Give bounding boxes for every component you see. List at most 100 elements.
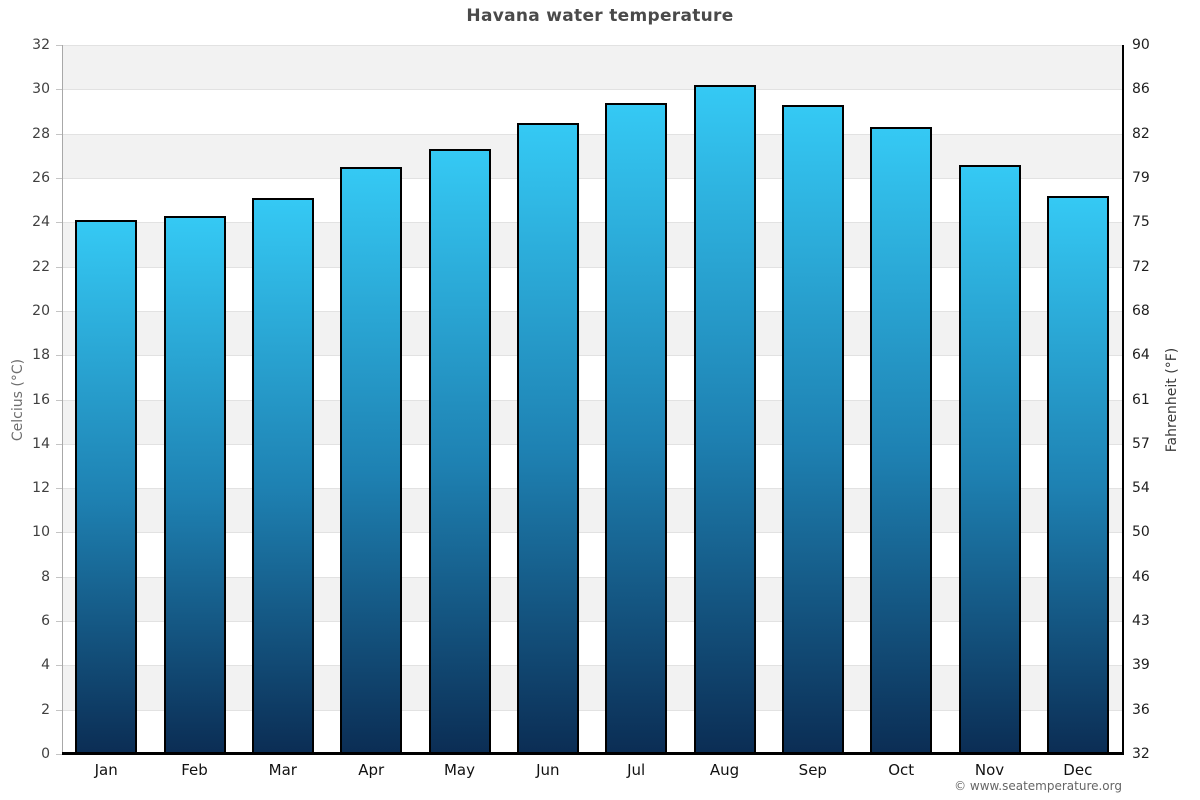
left-tick-label: 10 xyxy=(32,524,50,541)
band xyxy=(62,576,1122,622)
left-tick-label: 8 xyxy=(41,568,50,585)
left-tick-label: 2 xyxy=(41,701,50,718)
x-tick-label-mar: Mar xyxy=(268,761,297,779)
right-tick-label: 61 xyxy=(1132,391,1150,408)
left-tick-label: 22 xyxy=(32,258,50,275)
bar-sep[interactable] xyxy=(781,104,844,754)
bar-apr[interactable] xyxy=(340,166,403,754)
plot-area xyxy=(62,45,1122,754)
left-tick xyxy=(56,222,62,224)
chart-title: Havana water temperature xyxy=(466,6,734,26)
left-tick-label: 28 xyxy=(32,125,50,142)
gridline xyxy=(62,709,1122,711)
band xyxy=(62,443,1122,489)
left-tick xyxy=(56,45,62,46)
left-tick xyxy=(56,310,62,312)
right-tick-label: 46 xyxy=(1132,568,1150,585)
band xyxy=(62,133,1122,178)
left-tick-label: 6 xyxy=(41,613,50,630)
right-axis-line xyxy=(1122,45,1124,755)
left-tick-label: 16 xyxy=(32,391,50,408)
left-tick xyxy=(56,133,62,135)
band xyxy=(62,532,1122,577)
gridline xyxy=(62,488,1122,490)
right-tick-label: 72 xyxy=(1132,258,1150,275)
bar-jun[interactable] xyxy=(516,122,579,754)
bar-nov[interactable] xyxy=(958,164,1021,754)
bar-oct[interactable] xyxy=(870,126,933,754)
x-tick-label-sep: Sep xyxy=(798,761,827,779)
x-tick-label-aug: Aug xyxy=(709,761,740,779)
bar-mar[interactable] xyxy=(251,197,314,754)
x-tick-label-may: May xyxy=(443,761,475,779)
left-tick-label: 0 xyxy=(41,746,50,762)
x-tick-label-feb: Feb xyxy=(181,761,208,779)
left-tick xyxy=(56,532,62,534)
x-tick-label-jan: Jan xyxy=(94,761,118,779)
x-tick-label-jun: Jun xyxy=(536,761,560,779)
left-tick-label: 32 xyxy=(32,37,50,53)
left-tick-label: 24 xyxy=(32,214,50,231)
bar-jul[interactable] xyxy=(605,102,668,754)
gridline xyxy=(62,443,1122,445)
right-tick-label: 79 xyxy=(1132,169,1150,186)
left-tick xyxy=(56,621,62,623)
right-tick-label: 50 xyxy=(1132,524,1150,541)
x-tick-label-dec: Dec xyxy=(1063,761,1093,779)
left-tick xyxy=(56,488,62,490)
gridline xyxy=(62,532,1122,534)
gridline xyxy=(62,576,1122,578)
band xyxy=(62,266,1122,311)
bar-aug[interactable] xyxy=(693,84,756,754)
left-tick xyxy=(56,576,62,578)
band xyxy=(62,709,1122,754)
right-tick-label: 90 xyxy=(1132,37,1150,53)
band xyxy=(62,45,1122,90)
bar-dec[interactable] xyxy=(1046,195,1109,754)
gridline xyxy=(62,133,1122,135)
bar-feb[interactable] xyxy=(163,215,226,754)
left-tick xyxy=(56,709,62,711)
band xyxy=(62,665,1122,710)
gridline xyxy=(62,266,1122,268)
bar-jan[interactable] xyxy=(75,220,138,754)
gridline xyxy=(62,177,1122,179)
band xyxy=(62,222,1122,267)
x-tick-label-oct: Oct xyxy=(888,761,915,779)
left-tick-label: 20 xyxy=(32,302,50,319)
left-tick xyxy=(56,266,62,268)
right-tick-label: 86 xyxy=(1132,81,1150,98)
band xyxy=(62,89,1122,134)
gridline xyxy=(62,45,1122,46)
bar-may[interactable] xyxy=(428,149,491,754)
right-tick-label: 54 xyxy=(1132,480,1150,497)
gridline xyxy=(62,310,1122,312)
right-tick-label: 36 xyxy=(1132,701,1150,718)
band xyxy=(62,177,1122,223)
left-tick xyxy=(56,89,62,91)
band xyxy=(62,310,1122,356)
band xyxy=(62,355,1122,400)
gridline xyxy=(62,621,1122,623)
left-tick xyxy=(56,665,62,667)
gridline xyxy=(62,355,1122,357)
left-tick-label: 14 xyxy=(32,435,50,452)
left-tick xyxy=(56,754,62,755)
right-tick-label: 68 xyxy=(1132,302,1150,319)
left-tick-label: 18 xyxy=(32,347,50,364)
right-tick-label: 39 xyxy=(1132,657,1150,674)
left-tick xyxy=(56,443,62,445)
y-axis-title-celsius: Celcius (°C) xyxy=(10,358,26,442)
watermark: © www.seatemperature.org xyxy=(954,779,1122,793)
right-tick-label: 57 xyxy=(1132,435,1150,452)
band xyxy=(62,488,1122,533)
x-tick-label-apr: Apr xyxy=(358,761,385,779)
left-tick xyxy=(56,399,62,401)
gridline xyxy=(62,222,1122,224)
left-tick-label: 12 xyxy=(32,480,50,497)
left-tick-label: 4 xyxy=(41,657,50,674)
right-tick-label: 75 xyxy=(1132,214,1150,231)
right-tick-label: 82 xyxy=(1132,125,1150,142)
left-tick xyxy=(56,355,62,357)
left-tick-label: 26 xyxy=(32,169,50,186)
